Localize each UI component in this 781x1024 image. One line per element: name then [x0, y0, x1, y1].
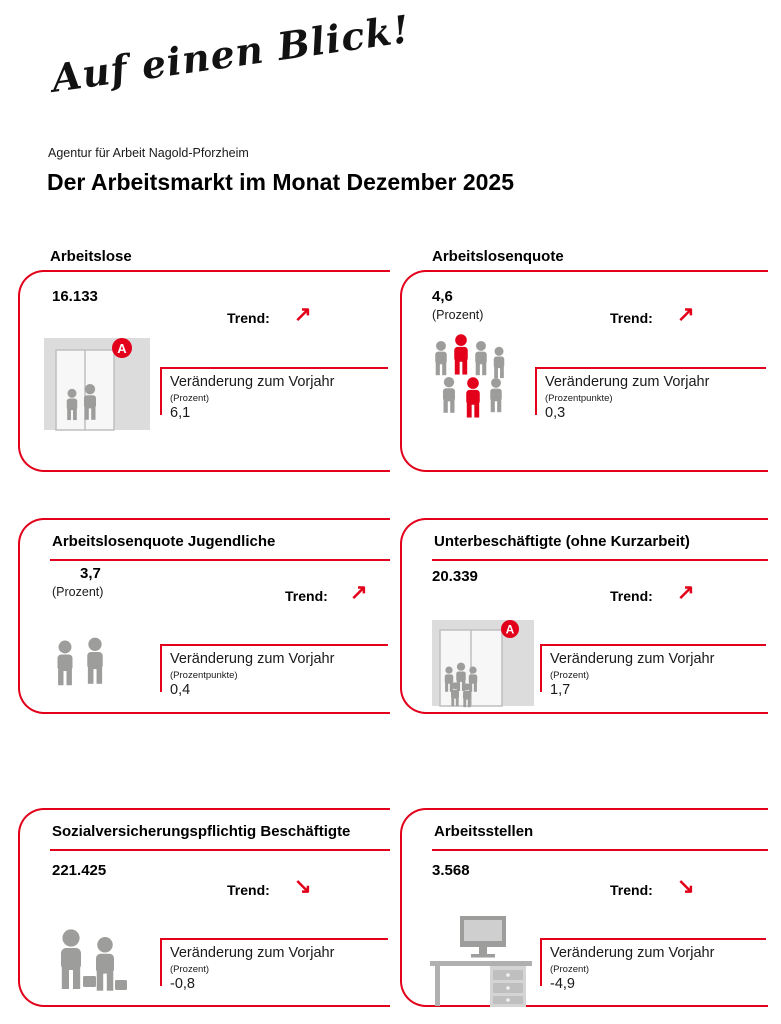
card-frame: Arbeitsstellen 3.568 Trend: ↘ — [400, 808, 768, 1007]
workers-pair-icon — [47, 908, 129, 1006]
trend-up-icon: ↗ — [677, 581, 695, 604]
card-title: Sozialversicherungspflichtig Beschäftigt… — [52, 823, 351, 840]
change-label: Veränderung zum Vorjahr — [170, 651, 335, 667]
change-block: Veränderung zum Vorjahr (Prozent) 6,1 — [160, 367, 388, 421]
card-frame: Unterbeschäftigte (ohne Kurzarbeit) 20.3… — [400, 518, 768, 714]
trend-label: Trend: — [610, 882, 653, 898]
card-title: Unterbeschäftigte (ohne Kurzarbeit) — [434, 533, 690, 550]
card-value: 20.339 — [432, 568, 478, 585]
change-label: Veränderung zum Vorjahr — [550, 651, 715, 667]
card-frame: 4,6 (Prozent) Trend: ↗ Veränderung zum V… — [400, 270, 768, 472]
change-label: Veränderung zum Vorjahr — [550, 945, 715, 961]
change-block: Veränderung zum Vorjahr (Prozent) 1,7 — [540, 644, 766, 698]
trend-label: Trend: — [227, 310, 270, 326]
card-value: 4,6 — [432, 288, 453, 305]
trend-down-icon: ↘ — [294, 875, 312, 898]
title-rule — [50, 849, 390, 851]
title-rule — [432, 559, 768, 561]
change-label: Veränderung zum Vorjahr — [545, 374, 710, 390]
card-title: Arbeitsstellen — [434, 823, 534, 840]
card-arbeitslosenquote: Arbeitslosenquote 4,6 (Prozent) Trend: ↗… — [400, 246, 768, 472]
card-arbeitsstellen: Arbeitsstellen 3.568 Trend: ↘ — [400, 808, 768, 1007]
card-title: Arbeitslosenquote Jugendliche — [52, 533, 276, 550]
card-beschaeftigte: Sozialversicherungspflichtig Beschäftigt… — [18, 808, 390, 1007]
change-value: 6,1 — [170, 405, 191, 421]
trend-down-icon: ↘ — [677, 875, 695, 898]
trend-label: Trend: — [610, 588, 653, 604]
change-value: 0,3 — [545, 405, 566, 421]
trend-up-icon: ↗ — [294, 303, 312, 326]
card-title: Arbeitslose — [50, 248, 132, 265]
change-block: Veränderung zum Vorjahr (Prozent) -0,8 — [160, 938, 388, 992]
card-value-unit: (Prozent) — [432, 308, 484, 322]
change-label: Veränderung zum Vorjahr — [170, 374, 335, 390]
card-value: 16.133 — [52, 288, 98, 305]
card-title: Arbeitslosenquote — [432, 248, 564, 265]
change-unit: (Prozent) — [170, 393, 210, 404]
title-rule — [432, 849, 768, 851]
change-unit: (Prozent) — [550, 964, 590, 975]
change-unit: (Prozentpunkte) — [170, 670, 238, 681]
svg-text:A: A — [117, 341, 127, 356]
trend-label: Trend: — [610, 310, 653, 326]
svg-text:A: A — [506, 623, 515, 637]
change-label: Veränderung zum Vorjahr — [170, 945, 335, 961]
card-frame: 16.133 Trend: ↗ A Veränderung zum Vorjah… — [18, 270, 390, 472]
change-value: -4,9 — [550, 976, 575, 992]
change-value: -0,8 — [170, 976, 195, 992]
page-title: Der Arbeitsmarkt im Monat Dezember 2025 — [47, 169, 514, 195]
agency-name: Agentur für Arbeit Nagold-Pforzheim — [48, 146, 249, 160]
trend-up-icon: ↗ — [677, 303, 695, 326]
card-value: 221.425 — [52, 862, 107, 879]
change-unit: (Prozentpunkte) — [545, 393, 613, 404]
card-value: 3,7 — [80, 565, 101, 582]
change-block: Veränderung zum Vorjahr (Prozentpunkte) … — [535, 367, 766, 421]
change-block: Veränderung zum Vorjahr (Prozentpunkte) … — [160, 644, 388, 698]
tagline: Auf einen Blick! — [48, 5, 413, 101]
trend-label: Trend: — [285, 588, 328, 604]
change-unit: (Prozent) — [170, 964, 210, 975]
card-frame: Arbeitslosenquote Jugendliche 3,7 (Proze… — [18, 518, 390, 714]
change-value: 0,4 — [170, 682, 191, 698]
change-value: 1,7 — [550, 682, 571, 698]
trend-up-icon: ↗ — [350, 581, 368, 604]
card-arbeitslose: Arbeitslose 16.133 Trend: ↗ A Veränderun… — [18, 246, 390, 472]
change-block: Veränderung zum Vorjahr (Prozent) -4,9 — [540, 938, 766, 992]
agency-building-icon: A — [42, 334, 154, 434]
card-value-unit: (Prozent) — [52, 585, 104, 599]
desk-computer-icon — [426, 914, 536, 1008]
card-unterbeschaeftigte: Unterbeschäftigte (ohne Kurzarbeit) 20.3… — [400, 518, 768, 714]
change-unit: (Prozent) — [550, 670, 590, 681]
title-rule — [50, 559, 390, 561]
card-arbeitslosenquote-jugendliche: Arbeitslosenquote Jugendliche 3,7 (Proze… — [18, 518, 390, 714]
trend-label: Trend: — [227, 882, 270, 898]
card-frame: Sozialversicherungspflichtig Beschäftigt… — [18, 808, 390, 1007]
agency-building-people-icon: A — [430, 616, 536, 710]
youth-pair-icon — [47, 620, 117, 704]
card-value: 3.568 — [432, 862, 470, 879]
people-group-icon — [428, 332, 520, 434]
